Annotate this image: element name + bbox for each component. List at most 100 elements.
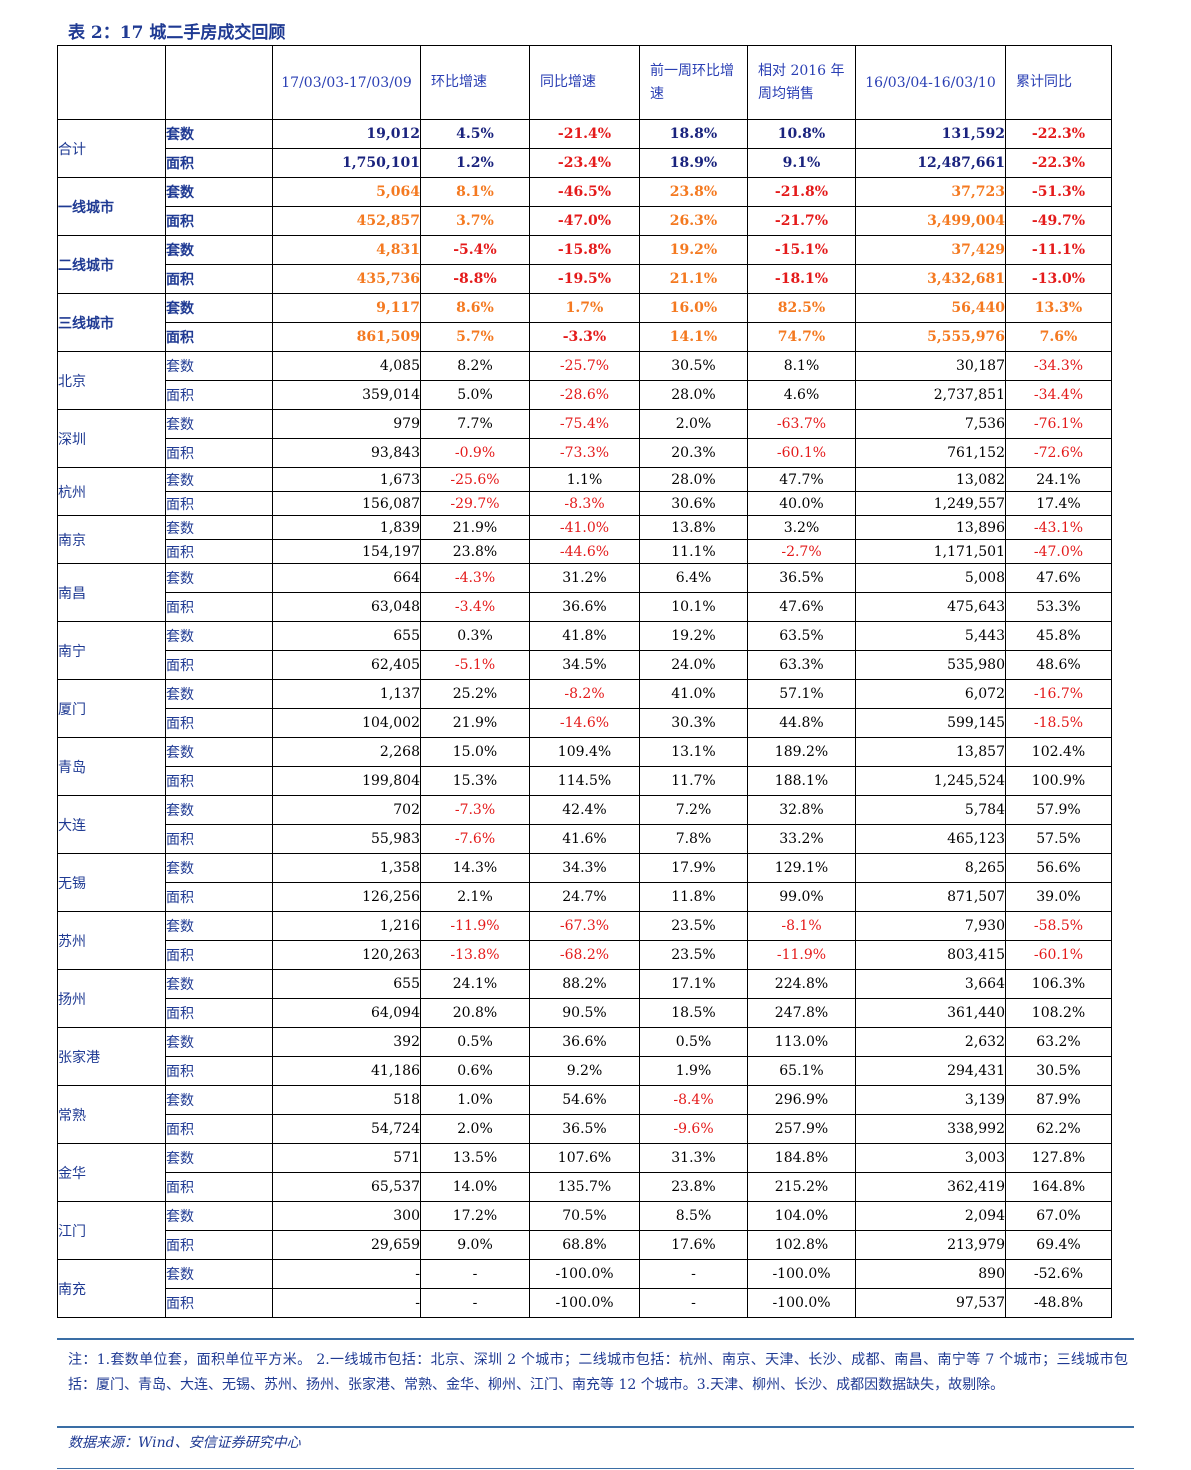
header-cell-empty [57,45,166,120]
last-year-value-cell: 3,664 [855,969,1006,999]
table-row: 面积 64,094 20.8% 90.5% 18.5% 247.8% 361,440 108.… [58,998,1112,1028]
vs-2016-avg-cell: 99.0% [747,882,856,912]
cumulative-yoy-cell: -13.0% [1005,264,1112,294]
yoy-growth-cell: 70.5% [529,1201,640,1231]
last-year-value-cell: 599,145 [855,708,1006,738]
metric-label: 面积 [165,1230,273,1260]
table-row: 厦门 套数 1,137 25.2% -8.2% 41.0% 57.1% 6,072 -16.7% [57,679,1112,738]
cumulative-yoy-cell: -58.5% [1005,911,1112,941]
wow-growth-cell: 15.0% [420,737,530,767]
table-row: 面积 63,048 -3.4% 36.6% 10.1% 47.6% 475,643 53.3% [58,592,1112,622]
wow-growth-cell: 21.9% [420,708,530,738]
city-name: 一线城市 [57,177,166,236]
prev-week-growth-cell: 23.8% [639,177,748,207]
table-row: 面积 55,983 -7.6% 41.6% 7.8% 33.2% 465,123 57.5% [58,824,1112,854]
last-year-value-cell: 1,245,524 [855,766,1006,796]
wow-growth-cell: 15.3% [420,766,530,796]
yoy-growth-cell: -73.3% [529,438,640,468]
last-year-value-cell: 803,415 [855,940,1006,970]
vs-2016-avg-cell: 33.2% [747,824,856,854]
current-value-cell: 126,256 [272,882,421,912]
current-value-cell: 655 [272,621,421,651]
metric-label: 面积 [165,491,273,516]
vs-2016-avg-cell: 9.1% [747,148,856,178]
cumulative-yoy-cell: -34.4% [1005,380,1112,410]
last-year-value-cell: 30,187 [855,351,1006,381]
last-year-value-cell: 475,643 [855,592,1006,622]
wow-growth-cell: 13.5% [420,1143,530,1173]
metric-label: 面积 [165,539,273,564]
cumulative-yoy-cell: -60.1% [1005,940,1112,970]
current-value-cell: 4,831 [272,235,421,265]
table-row: 一线城市 套数 5,064 8.1% -46.5% 23.8% -21.8% 37,723 -5… [57,177,1112,236]
vs-2016-avg-cell: 36.5% [747,563,856,593]
city-name: 苏州 [57,911,166,970]
table-row: 面积 154,197 23.8% -44.6% 11.1% -2.7% 1,171,501-… [58,539,1112,564]
prev-week-growth-cell: 30.3% [639,708,748,738]
last-year-value-cell: 761,152 [855,438,1006,468]
table-row: 常熟 套数 518 1.0% 54.6% -8.4% 296.9% 3,139 87.9% [57,1085,1112,1144]
last-year-value-cell: 37,429 [855,235,1006,265]
wow-growth-cell: 0.6% [420,1056,530,1086]
metric-label: 面积 [165,322,273,352]
current-value-cell: 435,736 [272,264,421,294]
last-year-value-cell: 294,431 [855,1056,1006,1086]
metric-label: 面积 [165,1172,273,1202]
last-year-value-cell: 8,265 [855,853,1006,883]
current-value-cell: 571 [272,1143,421,1173]
cumulative-yoy-cell: -72.6% [1005,438,1112,468]
current-value-cell: 702 [272,795,421,825]
yoy-growth-cell: 135.7% [529,1172,640,1202]
prev-week-growth-cell: 30.6% [639,491,748,516]
metric-label: 套数 [165,1201,273,1231]
current-value-cell: 1,673 [272,467,421,492]
last-year-value-cell: 37,723 [855,177,1006,207]
table-row: 面积 435,736 -8.8% -19.5% 21.1% -18.1% 3,432,681… [58,264,1112,294]
cumulative-yoy-cell: 106.3% [1005,969,1112,999]
cumulative-yoy-cell: -47.0% [1005,539,1112,564]
transaction-table: 17/03/03-17/03/09 环比增速 同比增速 前一周环比增速 相对 2… [57,45,1112,1318]
cumulative-yoy-cell: 57.5% [1005,824,1112,854]
vs-2016-avg-cell: 104.0% [747,1201,856,1231]
current-value-cell: 452,857 [272,206,421,236]
prev-week-growth-cell: 26.3% [639,206,748,236]
yoy-growth-cell: -19.5% [529,264,640,294]
vs-2016-avg-cell: 65.1% [747,1056,856,1086]
metric-label: 面积 [165,1056,273,1086]
last-year-value-cell: 7,536 [855,409,1006,439]
vs-2016-avg-cell: -100.0% [747,1259,856,1289]
yoy-growth-cell: -21.4% [529,119,640,149]
table-row: 合计 套数 19,012 4.5% -21.4% 18.8% 10.8% 131,592 -22… [57,119,1112,178]
last-year-value-cell: 5,008 [855,563,1006,593]
table-row: 南昌 套数 664 -4.3% 31.2% 6.4% 36.5% 5,008 47.6% [57,563,1112,622]
wow-growth-cell: 2.1% [420,882,530,912]
prev-week-growth-cell: 17.6% [639,1230,748,1260]
prev-week-growth-cell: 11.7% [639,766,748,796]
cumulative-yoy-cell: -76.1% [1005,409,1112,439]
metric-label: 套数 [165,515,273,540]
current-value-cell: 655 [272,969,421,999]
prev-week-growth-cell: 0.5% [639,1027,748,1057]
wow-growth-cell: 23.8% [420,539,530,564]
yoy-growth-cell: 41.6% [529,824,640,854]
prev-week-growth-cell: 17.9% [639,853,748,883]
city-name: 厦门 [57,679,166,738]
last-year-value-cell: 1,249,557 [855,491,1006,516]
vs-2016-avg-cell: -63.7% [747,409,856,439]
last-year-value-cell: 7,930 [855,911,1006,941]
last-year-value-cell: 2,737,851 [855,380,1006,410]
last-year-value-cell: 97,537 [855,1288,1006,1318]
prev-week-growth-cell: 18.5% [639,998,748,1028]
wow-growth-cell: 9.0% [420,1230,530,1260]
prev-week-growth-cell: 19.2% [639,621,748,651]
yoy-growth-cell: 36.6% [529,1027,640,1057]
vs-2016-avg-cell: 247.8% [747,998,856,1028]
yoy-growth-cell: 114.5% [529,766,640,796]
table-row: 面积 104,002 21.9% -14.6% 30.3% 44.8% 599,145 -18… [58,708,1112,738]
wow-growth-cell: 14.0% [420,1172,530,1202]
metric-label: 套数 [165,969,273,999]
table-row: 面积 93,843 -0.9% -73.3% 20.3% -60.1% 761,152 -72… [58,438,1112,468]
table-row: 扬州 套数 655 24.1% 88.2% 17.1% 224.8% 3,664 106.3% [57,969,1112,1028]
prev-week-growth-cell: 2.0% [639,409,748,439]
last-year-value-cell: 213,979 [855,1230,1006,1260]
